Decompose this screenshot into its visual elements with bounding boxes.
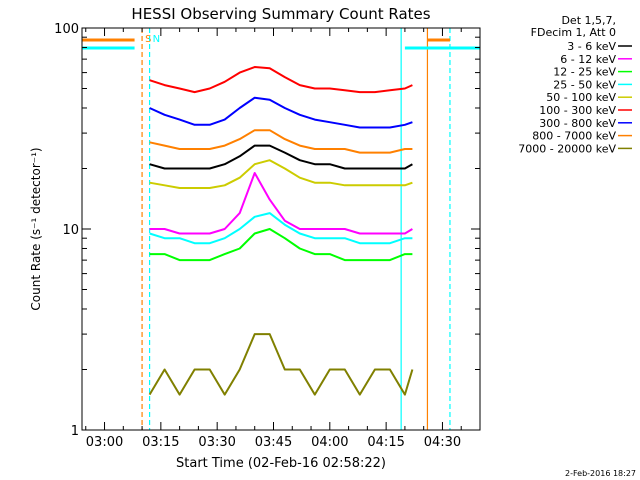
- y-tick-label-2: 100: [54, 22, 79, 37]
- chart-title: HESSI Observing Summary Count Rates: [131, 5, 430, 23]
- x-tick-label-3: 03:45: [255, 435, 292, 450]
- x-tick-label-6: 04:30: [424, 435, 461, 450]
- legend-header-0: Det 1,5,7,: [561, 14, 616, 27]
- x-axis-label: Start Time (02-Feb-16 02:58:22): [176, 456, 386, 471]
- legend-header-1: FDecim 1, Att 0: [531, 26, 616, 39]
- series-line-1: [149, 172, 413, 235]
- legend-entry-8: 7000 - 20000 keV: [518, 142, 616, 155]
- y-axis-label: Count Rate (s⁻¹ detector⁻¹): [29, 147, 43, 310]
- x-tick-label-2: 03:30: [198, 435, 235, 450]
- legend-entry-1: 6 - 12 keV: [560, 53, 616, 66]
- series-lines: [148, 66, 414, 396]
- y-tick-label-1: 10: [62, 223, 79, 238]
- legend-entry-7: 800 - 7000 keV: [532, 130, 616, 143]
- series-line-2: [149, 228, 413, 262]
- series-line-6: [149, 96, 413, 129]
- x-tick-label-1: 03:15: [142, 435, 179, 450]
- x-tick-label-0: 03:00: [86, 435, 123, 450]
- axes: 03:00 03:15 03:30 03:45 04:00 04:15 04:30 1 10 10…: [54, 22, 481, 450]
- series-line-8: [148, 333, 414, 396]
- x-tick-label-5: 04:15: [367, 435, 404, 450]
- marker-label-1: N: [153, 34, 160, 45]
- legend-entry-5: 100 - 300 keV: [539, 104, 616, 117]
- series-line-0: [149, 144, 413, 170]
- series-line-4: [149, 159, 413, 189]
- legend-entry-3: 25 - 50 keV: [553, 78, 616, 91]
- date-stamp: 2-Feb-2016 18:27: [565, 469, 636, 478]
- legend-entry-0: 3 - 6 keV: [567, 40, 616, 53]
- legend-entry-6: 300 - 800 keV: [539, 117, 616, 130]
- series-line-7: [149, 129, 413, 154]
- series-line-3: [149, 212, 413, 245]
- y-tick-label-0: 1: [71, 424, 79, 439]
- legend-entry-2: 12 - 25 keV: [553, 66, 616, 79]
- marker-label-0: S: [145, 34, 151, 45]
- x-tick-label-4: 04:00: [311, 435, 348, 450]
- legend-entry-4: 50 - 100 keV: [546, 91, 616, 104]
- series-line-5: [149, 66, 413, 94]
